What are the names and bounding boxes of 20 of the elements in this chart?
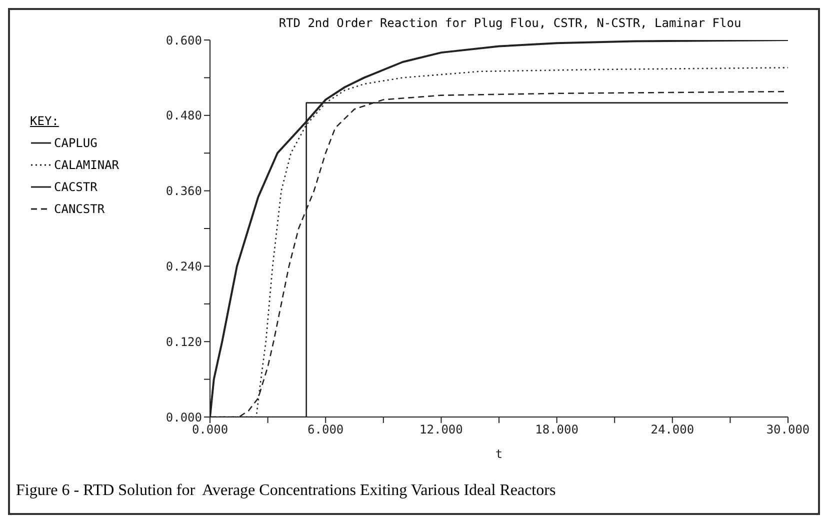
x-tick-label: 6.000 xyxy=(308,422,344,437)
legend-title: KEY: xyxy=(30,113,60,130)
legend-label: CACSTR xyxy=(54,179,98,196)
x-tick-label: 18.000 xyxy=(535,422,578,437)
x-tick-label: 0.000 xyxy=(192,422,228,437)
legend-label: CAPLUG xyxy=(54,135,98,152)
legend-label: CALAMINAR xyxy=(54,157,120,174)
x-tick-label: 24.000 xyxy=(650,422,694,437)
y-tick-label: 0.000 xyxy=(166,410,202,424)
x-tick-label: 12.000 xyxy=(420,422,463,437)
caption: Figure 6 - RTD Solution for Average Concentrations Exiting Various Ideal Reactors xyxy=(16,482,556,500)
x-axis-title: t xyxy=(495,447,503,461)
y-tick-label: 0.120 xyxy=(166,334,202,349)
y-tick-label: 0.240 xyxy=(166,259,202,274)
y-tick-label: 0.600 xyxy=(166,33,202,48)
chart-title: RTD 2nd Order Reaction for Plug Flou, CSTR, N-CSTR, Laminar Flou xyxy=(278,16,742,30)
legend-label: CANCSTR xyxy=(54,201,105,218)
y-tick-label: 0.360 xyxy=(166,184,202,198)
y-tick-label: 0.480 xyxy=(166,108,202,123)
x-tick-label: 30.000 xyxy=(766,422,810,437)
